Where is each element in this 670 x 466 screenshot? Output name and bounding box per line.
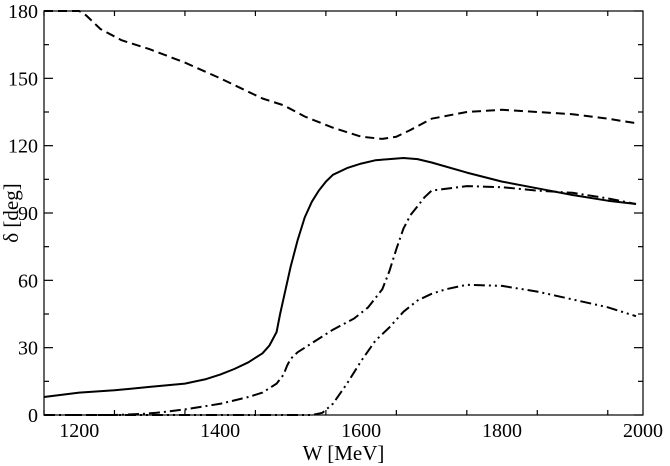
series-line-4	[44, 283, 637, 416]
y-tick-label: 90	[18, 203, 38, 225]
x-tick-label: 1200	[59, 420, 99, 442]
y-tick-label: 180	[8, 1, 38, 23]
x-tick-label: 1600	[341, 420, 381, 442]
tick-layer	[43, 10, 643, 416]
series-line-2	[43, 157, 637, 398]
tick-label-layer: 1200 1400 1600 1800 2000 0 30 60 90 120 150 180	[8, 1, 663, 442]
y-tick-label: 120	[8, 136, 38, 158]
x-tick-label: 1400	[200, 420, 240, 442]
y-axis-title: δ [deg]	[0, 183, 23, 242]
series-layer	[43, 10, 637, 416]
x-tick-label: 1800	[482, 420, 522, 442]
series-line-3	[44, 185, 637, 416]
series-line-1	[44, 10, 637, 140]
y-tick-label: 60	[18, 270, 38, 292]
y-tick-label: 0	[28, 405, 38, 427]
x-axis-title: W [MeV]	[303, 441, 385, 465]
y-tick-label: 150	[8, 68, 38, 90]
x-tick-label: 2000	[623, 420, 663, 442]
plot-frame	[43, 10, 644, 416]
y-tick-label: 30	[18, 338, 38, 360]
